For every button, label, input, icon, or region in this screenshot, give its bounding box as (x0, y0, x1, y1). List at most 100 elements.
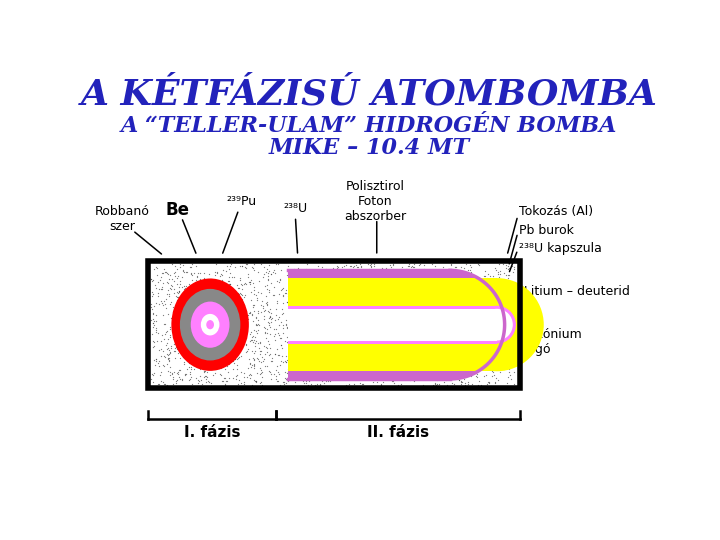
Point (210, 279, 222, 287)
Point (458, 375, 469, 383)
Point (202, 293, 213, 301)
Point (417, 284, 428, 292)
Point (421, 316, 433, 325)
Point (298, 293, 310, 301)
Point (243, 371, 255, 380)
Point (445, 365, 456, 374)
Point (387, 324, 398, 333)
Point (325, 321, 337, 329)
Point (400, 279, 411, 287)
Point (492, 268, 504, 276)
Point (467, 298, 478, 306)
Text: A KÉTFÁZISÚ ATOMBOMBA: A KÉTFÁZISÚ ATOMBOMBA (81, 77, 657, 111)
Point (412, 360, 423, 368)
Point (414, 259, 426, 268)
Point (394, 293, 405, 301)
Point (319, 287, 330, 295)
Point (364, 328, 376, 337)
Point (413, 328, 425, 336)
Point (283, 372, 294, 381)
Point (325, 363, 336, 372)
Point (153, 346, 165, 354)
Point (186, 349, 197, 358)
Point (451, 272, 462, 281)
Point (441, 375, 452, 384)
Point (500, 363, 512, 372)
Point (399, 373, 410, 382)
Point (248, 282, 259, 291)
Point (322, 377, 333, 386)
Point (439, 275, 451, 284)
Point (189, 303, 200, 312)
Point (161, 381, 173, 389)
Point (246, 335, 258, 344)
Point (271, 299, 282, 307)
Point (290, 375, 302, 383)
Point (343, 342, 354, 350)
Point (456, 275, 467, 284)
Point (330, 322, 341, 330)
Point (163, 292, 175, 300)
Point (382, 295, 393, 304)
Point (470, 357, 482, 366)
Point (175, 321, 186, 330)
Bar (287, 309, 497, 341)
Point (459, 319, 471, 328)
Point (451, 314, 463, 322)
Point (231, 329, 243, 338)
Point (464, 266, 476, 274)
Point (175, 346, 186, 355)
Point (271, 277, 282, 286)
Point (451, 268, 462, 276)
Point (431, 311, 442, 320)
Point (284, 375, 295, 383)
Point (204, 324, 215, 333)
Point (231, 340, 243, 349)
Point (288, 299, 300, 308)
Point (509, 278, 521, 286)
Point (508, 339, 519, 347)
Point (251, 376, 262, 385)
Point (398, 329, 410, 338)
Point (248, 326, 259, 334)
Point (163, 355, 174, 364)
Point (148, 323, 159, 332)
Point (427, 349, 438, 357)
Point (456, 297, 467, 306)
Point (422, 326, 433, 335)
Point (186, 309, 198, 318)
Point (488, 302, 500, 311)
Point (359, 273, 371, 281)
Point (423, 280, 434, 289)
Point (508, 352, 520, 361)
Point (236, 285, 248, 293)
Point (150, 284, 161, 292)
Point (450, 328, 462, 337)
Point (220, 365, 231, 374)
Point (158, 301, 169, 309)
Point (271, 296, 283, 305)
Point (181, 353, 193, 361)
Point (148, 377, 159, 386)
Point (163, 350, 175, 359)
Point (314, 298, 325, 307)
Point (279, 374, 291, 382)
Point (262, 307, 274, 316)
Point (189, 303, 200, 312)
Point (472, 345, 484, 353)
Point (279, 289, 291, 298)
Point (508, 278, 519, 286)
Point (150, 326, 162, 335)
Point (160, 304, 171, 313)
Point (472, 380, 484, 389)
Ellipse shape (180, 289, 240, 361)
Point (329, 285, 341, 294)
Point (365, 303, 377, 312)
Point (401, 339, 413, 347)
Point (339, 304, 351, 313)
Point (382, 284, 393, 292)
Point (159, 300, 171, 308)
Point (279, 337, 291, 346)
Point (161, 328, 172, 336)
Point (164, 331, 176, 340)
